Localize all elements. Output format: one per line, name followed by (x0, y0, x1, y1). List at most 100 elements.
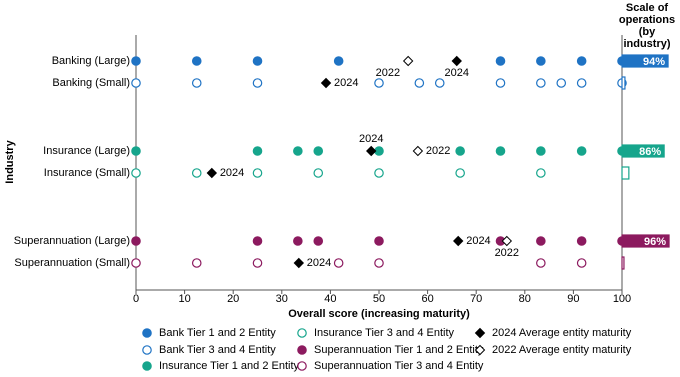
dot (374, 236, 384, 246)
x-tick-label: 100 (613, 293, 631, 305)
diamond (402, 55, 414, 67)
dot (252, 78, 263, 88)
legend-label: Bank Tier 3 and 4 Entity (159, 344, 276, 356)
x-tick-label: 50 (373, 293, 385, 305)
y-tick-label: Insurance (Small) (44, 167, 130, 179)
dot (536, 258, 546, 268)
dot (293, 236, 303, 246)
marker-label: 2024 (334, 77, 358, 89)
dot (191, 258, 202, 268)
x-tick-label: 40 (324, 293, 336, 305)
legend-marker (142, 328, 152, 338)
dot (131, 236, 141, 246)
dot (495, 146, 506, 156)
dot (252, 168, 263, 178)
dot (536, 78, 546, 88)
dot (131, 78, 141, 88)
diamond (206, 167, 218, 179)
legend-label: Superannuation Tier 3 and 4 Entity (314, 360, 484, 372)
marker-label: 2024 (445, 67, 469, 79)
x-tick-label: 20 (227, 293, 239, 305)
scale-bar (621, 256, 625, 270)
dot (536, 168, 546, 178)
diamond (501, 235, 513, 247)
legend-marker (297, 328, 307, 338)
dot (374, 78, 384, 88)
x-tick-label: 30 (276, 293, 288, 305)
dot (495, 78, 506, 88)
marker-label: 2022 (376, 67, 400, 79)
legend-label: 2022 Average entity maturity (492, 344, 632, 356)
dot (556, 78, 567, 88)
diamond (320, 77, 332, 89)
y-tick-label: Superannuation (Small) (14, 257, 130, 269)
marker-label: 2022 (495, 247, 519, 259)
diamond (366, 145, 377, 157)
dot (576, 146, 587, 156)
y-tick-label: Banking (Small) (52, 77, 130, 89)
dot (131, 56, 141, 66)
dot (191, 78, 202, 88)
dot (495, 56, 506, 66)
dot (434, 78, 445, 88)
dot (131, 258, 141, 268)
dot (131, 146, 141, 156)
legend-label: Insurance Tier 1 and 2 Entity (159, 360, 300, 372)
dot (313, 236, 324, 246)
legend-marker (297, 345, 307, 355)
scale-bar (621, 54, 669, 68)
diamond (412, 145, 424, 157)
dot (333, 258, 344, 268)
diamond (453, 235, 464, 247)
legend-marker (474, 327, 486, 339)
dot (536, 56, 546, 66)
scale-label: 94% (643, 56, 665, 68)
dot (313, 146, 324, 156)
x-tick-label: 70 (470, 293, 482, 305)
legend-label: Bank Tier 1 and 2 Entity (159, 327, 276, 339)
x-tick-label: 0 (133, 293, 139, 305)
dot (374, 168, 384, 178)
x-tick-label: 80 (519, 293, 531, 305)
legend-marker (297, 361, 307, 371)
dot (576, 258, 587, 268)
dot (536, 146, 546, 156)
marker-label: 2024 (359, 133, 383, 145)
dot (455, 146, 465, 156)
dot (252, 258, 263, 268)
diamond (451, 55, 462, 67)
marker-label: 2024 (220, 167, 244, 179)
x-tick-label: 90 (567, 293, 579, 305)
dot (313, 168, 324, 178)
scale-bar (621, 76, 626, 90)
legend-label: Superannuation Tier 1 and 2 Entity (314, 344, 484, 356)
y-tick-label: Insurance (Large) (43, 145, 130, 157)
dot (252, 236, 263, 246)
dot (455, 168, 465, 178)
legend-marker (142, 345, 152, 355)
dot (252, 56, 263, 66)
dot (131, 168, 141, 178)
dot (536, 236, 546, 246)
dot (333, 56, 344, 66)
y-tick-label: Superannuation (Large) (14, 235, 130, 247)
legend-label: Insurance Tier 3 and 4 Entity (314, 327, 455, 339)
x-axis-label: Overall score (increasing maturity) (288, 308, 470, 320)
scale-bar (621, 166, 630, 180)
dot (576, 56, 587, 66)
dot (576, 78, 587, 88)
scale-label: 96% (644, 236, 666, 248)
legend-label: 2024 Average entity maturity (492, 327, 632, 339)
scale-title: Scale of operations (by industry) (618, 2, 676, 50)
legend-marker (474, 344, 486, 356)
y-axis-label: Industry (4, 139, 16, 183)
x-tick-label: 60 (421, 293, 433, 305)
dot (191, 168, 202, 178)
dot (293, 146, 303, 156)
scale-label: 86% (639, 146, 661, 158)
dot (414, 78, 425, 88)
diamond (293, 257, 305, 269)
y-tick-label: Banking (Large) (52, 55, 130, 67)
